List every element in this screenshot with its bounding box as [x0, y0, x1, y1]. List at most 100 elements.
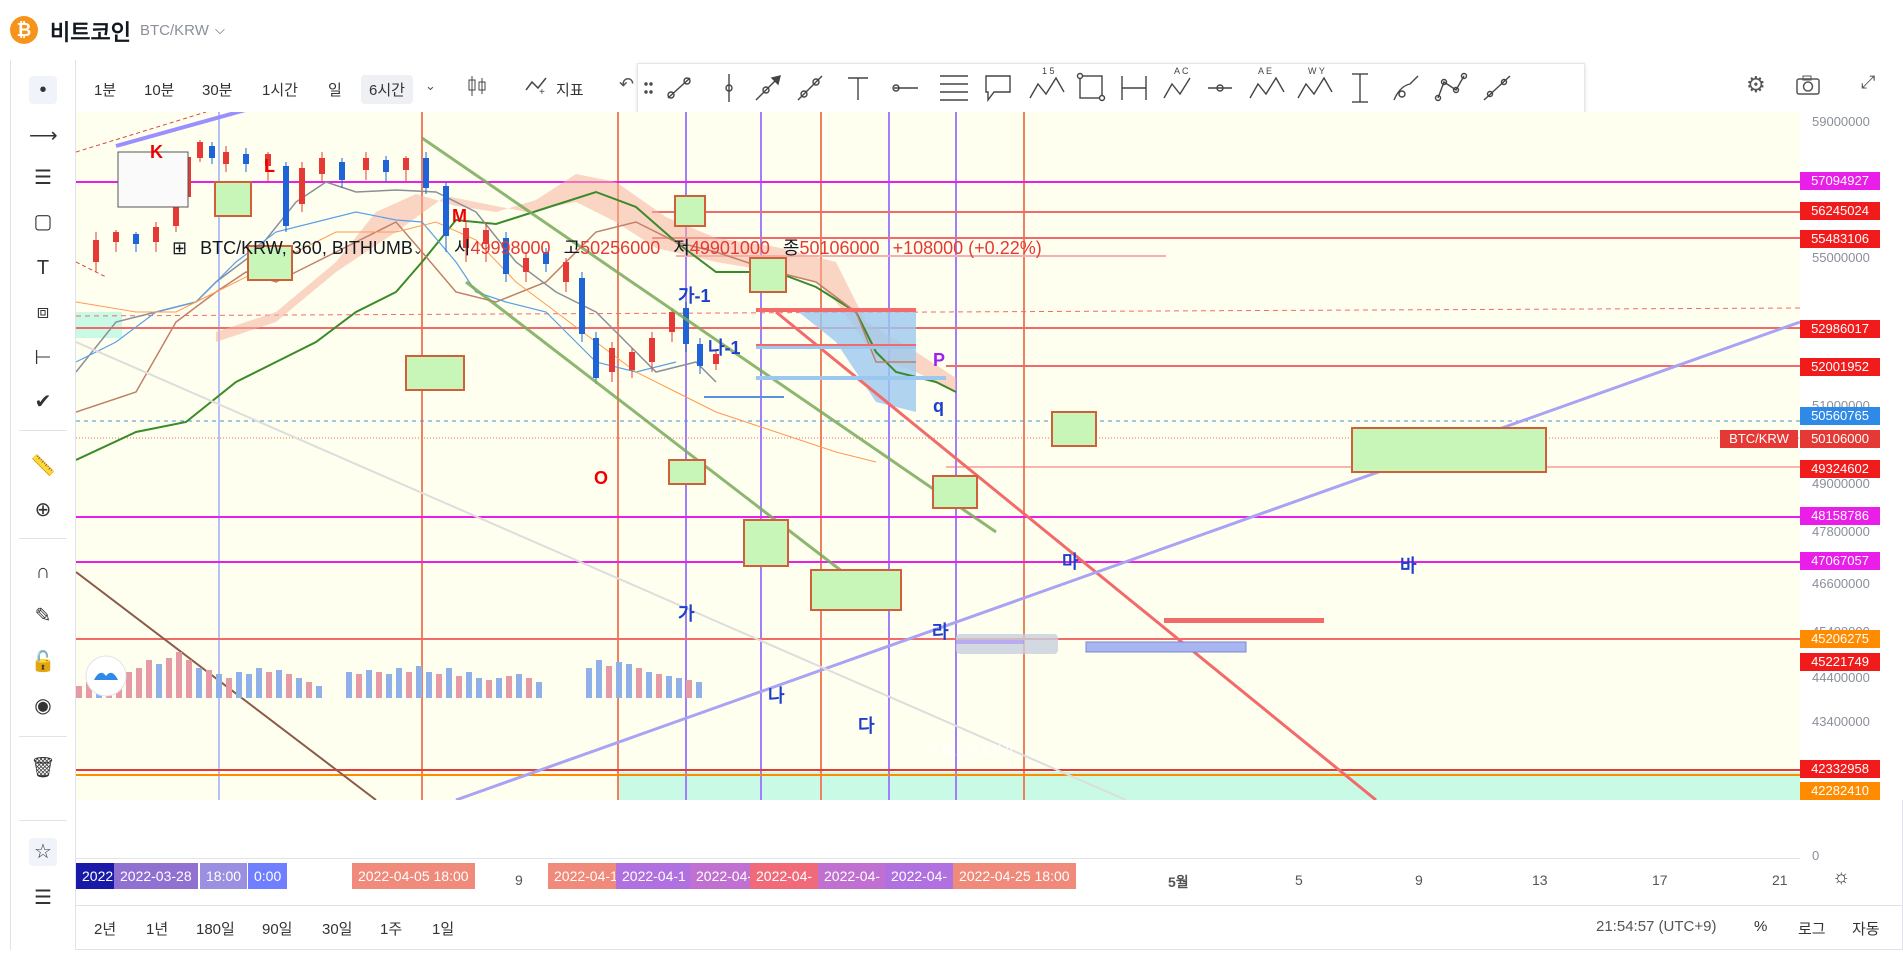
undo-icon[interactable]: ↶	[619, 74, 635, 94]
price-tick: 0	[1812, 848, 1820, 863]
tf-1min[interactable]: 1분	[94, 82, 117, 99]
tf-30min[interactable]: 30분	[202, 82, 233, 99]
label-ma: 마	[1062, 552, 1079, 572]
legend-close: 50106000	[799, 238, 880, 258]
chevron-down-icon[interactable]: ⌄	[425, 78, 436, 93]
label-p: P	[933, 350, 946, 370]
check-icon[interactable]: ✔	[34, 391, 52, 413]
label-o: O	[594, 468, 609, 488]
label-na: 나	[768, 686, 785, 706]
measure-label: 9 봉, 2일 6시간	[930, 743, 1014, 758]
legend-high: 50256000	[580, 238, 661, 258]
rectangle-icon[interactable]: ▢	[33, 211, 53, 233]
settings-icon[interactable]: ☼	[1832, 866, 1851, 888]
price-label: 48158786	[1800, 507, 1880, 525]
trend-line-icon	[667, 77, 691, 99]
legend-change: +108000 (+0.22%)	[892, 238, 1042, 258]
layers-icon[interactable]: ☰	[34, 887, 52, 909]
legend-low: 49901000	[689, 238, 770, 258]
price-label-current: 50106000	[1800, 430, 1880, 448]
log-toggle[interactable]: 로그	[1798, 921, 1826, 938]
tf-day[interactable]: 일	[328, 82, 342, 99]
page-header: ₿ 비트코인 BTC/KRW ⌵	[0, 0, 1903, 60]
main-chart[interactable]: ⊞ BTC/KRW, 360, BITHUMB⌄ 시49998000 고5025…	[76, 112, 1800, 800]
horizontal-line-icon[interactable]: ⟶	[29, 125, 58, 147]
legend-expand-icon[interactable]: ⊞	[172, 238, 188, 258]
camera-icon[interactable]	[1795, 74, 1821, 101]
lock-drawing-icon[interactable]: ✎	[34, 605, 52, 627]
range-1d[interactable]: 1일	[432, 921, 455, 938]
indicator-button[interactable]: 지표	[556, 82, 584, 99]
magnet-icon[interactable]: ∩	[35, 561, 51, 583]
candle-style-icon[interactable]	[466, 74, 488, 103]
price-label: 42282410	[1800, 782, 1880, 800]
tf-1hour[interactable]: 1시간	[262, 82, 298, 99]
x-tick: 13	[1532, 872, 1548, 888]
legend-high-label: 고	[563, 238, 581, 258]
svg-text:1 5: 1 5	[1042, 66, 1055, 76]
symbol-tag: BTC/KRW	[1720, 430, 1798, 448]
text-tool-icon	[848, 77, 868, 100]
label-ba: 바	[1400, 556, 1417, 576]
legend-close-label: 종	[782, 238, 800, 258]
legend-symbol[interactable]: BTC/KRW, 360, BITHUMB	[200, 238, 413, 258]
zoom-icon[interactable]: ⊕	[34, 499, 52, 521]
abcd-pattern-icon: A C	[1163, 66, 1191, 99]
eye-icon[interactable]: ◉	[34, 695, 52, 717]
clock[interactable]: 21:54:57 (UTC+9)	[1596, 918, 1717, 935]
x-tick: 9	[1415, 872, 1423, 888]
pattern-ae-icon: A E	[1249, 66, 1285, 99]
price-tick: 47800000	[1812, 524, 1870, 539]
price-tick: 46600000	[1812, 576, 1870, 591]
indicator-icon[interactable]: +	[524, 74, 550, 101]
tf-10min[interactable]: 10분	[144, 82, 175, 99]
range-1y[interactable]: 1년	[146, 921, 169, 938]
cursor-dot-icon[interactable]: •	[29, 76, 57, 104]
range-180d[interactable]: 180일	[196, 921, 235, 938]
text-icon[interactable]: T	[36, 257, 50, 279]
auto-toggle[interactable]: 자동	[1852, 921, 1880, 938]
range-30d[interactable]: 30일	[322, 921, 353, 938]
date-label: 2022-04-25 18:00	[953, 863, 1076, 889]
fib-lines-icon[interactable]: ☰	[34, 167, 52, 189]
price-label: 55483106	[1800, 230, 1880, 248]
gear-icon[interactable]: ⚙	[1746, 72, 1766, 97]
price-axis[interactable]	[1800, 112, 1903, 800]
unlock-icon[interactable]: 🔓	[30, 651, 56, 673]
percent-toggle[interactable]: %	[1754, 918, 1768, 935]
fullscreen-icon[interactable]: ⤢	[1861, 72, 1876, 92]
coin-pair[interactable]: BTC/KRW	[140, 22, 209, 39]
trash-icon[interactable]: 🗑	[30, 757, 56, 779]
drawing-toolbar: 1 5 A C A E W Y	[637, 63, 1585, 113]
parallel-lines-icon	[940, 75, 968, 101]
price-label: 52001952	[1800, 358, 1880, 376]
price-label: 42332958	[1800, 760, 1880, 778]
coin-name: 비트코인	[50, 20, 131, 45]
range-2y[interactable]: 2년	[94, 921, 117, 938]
pattern-icon[interactable]: ⧈	[36, 301, 50, 323]
date-label: 2022-04-05 18:00	[352, 863, 475, 889]
x-tick: 9	[515, 872, 523, 888]
star-icon[interactable]: ☆	[29, 838, 57, 866]
svg-text:A E: A E	[1258, 66, 1272, 76]
callout-icon	[985, 75, 1011, 103]
label-na1: 나-1	[708, 338, 741, 358]
date-label: 2022-04-	[818, 863, 887, 889]
drag-handle-icon	[644, 82, 653, 94]
chevron-down-icon[interactable]: ⌵	[215, 22, 225, 37]
tf-6hour[interactable]: 6시간	[361, 75, 413, 104]
range-1w[interactable]: 1주	[380, 921, 403, 938]
date-label: 2022-04-1	[616, 863, 692, 889]
range-90d[interactable]: 90일	[262, 921, 293, 938]
date-label: 2022-04-	[885, 863, 954, 889]
ruler-icon[interactable]: 📏	[30, 455, 56, 477]
legend-low-label: 저	[673, 238, 690, 258]
path-tool-icon	[1434, 72, 1468, 102]
pattern-wy-icon: W Y	[1297, 66, 1333, 99]
label-ra: 라	[932, 622, 949, 642]
measure-icon[interactable]: ⊢	[34, 347, 52, 369]
range-bar: 2년 1년 180일 90일 30일 1주 1일 21:54:57 (UTC+9…	[76, 905, 1903, 950]
drawing-tools-strip: 1 5 A C A E W Y	[644, 66, 1511, 103]
ruler-line-icon	[1483, 75, 1511, 101]
label-ga1: 가-1	[678, 286, 711, 306]
